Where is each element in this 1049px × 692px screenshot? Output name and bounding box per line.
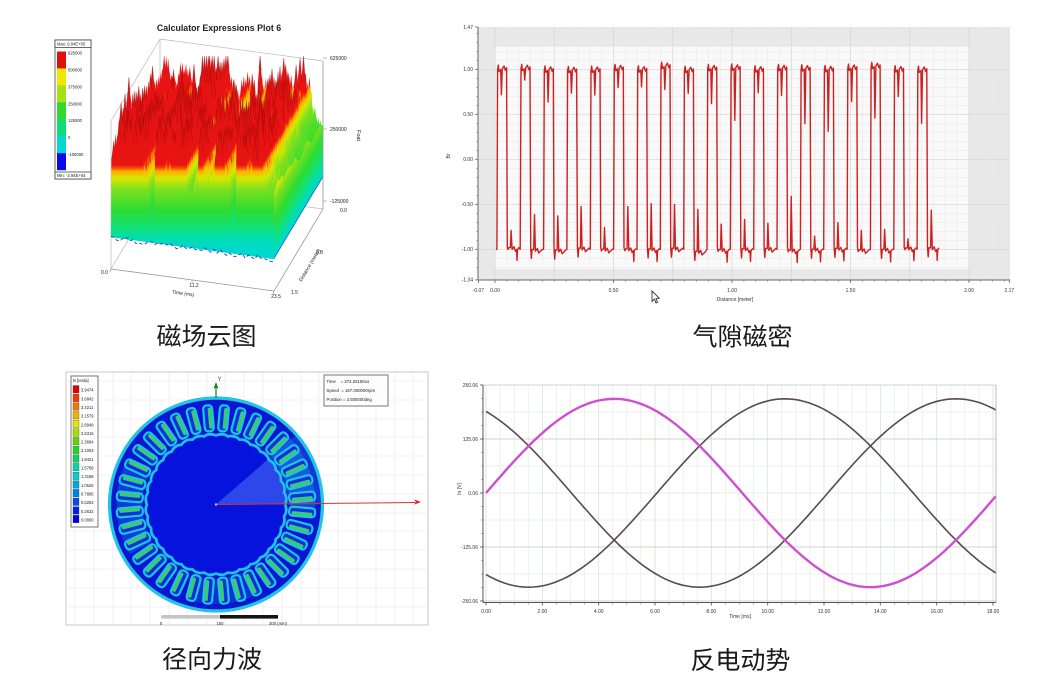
svg-text:125000: 125000 [68,118,83,123]
svg-text:375000: 375000 [68,84,83,89]
svg-text:12.00: 12.00 [818,609,831,615]
svg-text:In [V]: In [V] [457,483,463,495]
svg-text:0.0000: 0.0000 [81,518,94,523]
svg-text:Time = 374.25150us: Time = 374.25150us [327,379,370,384]
svg-text:3.1579: 3.1579 [81,414,94,419]
svg-text:0.7895: 0.7895 [81,492,94,497]
svg-text:1.00: 1.00 [727,288,737,294]
svg-text:-100000: -100000 [68,152,84,157]
svg-text:18.00: 18.00 [987,609,1000,615]
svg-text:1.8421: 1.8421 [81,457,94,462]
svg-text:Max: 9.04E+05: Max: 9.04E+05 [57,42,86,47]
svg-text:0.50: 0.50 [463,112,473,118]
svg-text:625000: 625000 [68,51,83,56]
svg-text:2.6316: 2.6316 [81,431,94,436]
svg-text:23.5: 23.5 [271,294,281,300]
svg-text:-0.07: -0.07 [473,288,485,294]
svg-text:6.00: 6.00 [650,609,660,615]
svg-text:250.06: 250.06 [463,383,479,389]
svg-text:1.00: 1.00 [463,67,473,73]
svg-text:3.9474: 3.9474 [81,388,94,393]
svg-text:Min: -2.94E+04: Min: -2.94E+04 [57,173,86,178]
svg-text:B [tesla]: B [tesla] [73,378,89,383]
svg-text:Time [ms]: Time [ms] [729,614,751,620]
svg-text:0: 0 [160,621,163,626]
svg-text:-1.34: -1.34 [462,278,474,284]
svg-text:2.00: 2.00 [964,288,974,294]
svg-text:Position = 3.500000deg: Position = 3.500000deg [327,397,373,402]
svg-text:250000: 250000 [330,127,347,133]
svg-text:0.00: 0.00 [481,609,491,615]
svg-text:Foat: Foat [355,130,361,141]
svg-text:3.4211: 3.4211 [81,405,94,410]
svg-text:4.00: 4.00 [594,609,604,615]
svg-text:Distance [meter]: Distance [meter] [717,297,754,303]
svg-text:2.1053: 2.1053 [81,448,94,453]
svg-text:0.06: 0.06 [468,491,478,497]
svg-text:0.2632: 0.2632 [81,509,94,514]
svg-text:2.3684: 2.3684 [81,440,94,445]
svg-text:-250.06: -250.06 [461,599,478,605]
svg-text:0.0: 0.0 [340,208,347,214]
svg-text:Calculator Expressions Plot 6: Calculator Expressions Plot 6 [157,23,281,33]
svg-text:0.00: 0.00 [463,157,473,163]
svg-text:-0.50: -0.50 [462,202,474,208]
svg-text:-125000: -125000 [330,199,349,205]
svg-text:500000: 500000 [68,67,83,72]
svg-text:0.8: 0.8 [316,250,323,256]
svg-text:300 (mm): 300 (mm) [269,621,288,626]
svg-text:1.5789: 1.5789 [81,466,94,471]
svg-text:1.5: 1.5 [291,290,298,296]
svg-text:125.06: 125.06 [463,437,479,443]
svg-text:2.8948: 2.8948 [81,422,94,427]
svg-text:2.17: 2.17 [1004,288,1014,294]
svg-text:0.0: 0.0 [101,270,108,276]
svg-text:1.47: 1.47 [463,25,473,31]
svg-text:10.00: 10.00 [761,609,774,615]
svg-text:Time (ms): Time (ms) [172,290,195,299]
svg-text:14.00: 14.00 [874,609,887,615]
svg-text:625000: 625000 [330,56,347,62]
svg-text:Br: Br [446,153,452,158]
svg-text:11.2: 11.2 [189,283,199,289]
svg-text:150: 150 [217,621,225,626]
svg-text:0.5263: 0.5263 [81,500,94,505]
svg-text:-1.00: -1.00 [462,247,474,253]
svg-text:2.00: 2.00 [537,609,547,615]
svg-text:0.00: 0.00 [490,288,500,294]
svg-text:1.50: 1.50 [846,288,856,294]
svg-text:-125.06: -125.06 [461,545,478,551]
svg-text:16.00: 16.00 [930,609,943,615]
svg-text:1.3158: 1.3158 [81,474,94,479]
svg-text:Y: Y [218,377,222,383]
svg-text:Speed = 167.000000rpm: Speed = 167.000000rpm [327,388,376,393]
svg-text:8.00: 8.00 [706,609,716,615]
svg-text:0: 0 [68,135,71,140]
svg-text:0.50: 0.50 [609,288,619,294]
svg-text:1.0526: 1.0526 [81,483,94,488]
svg-text:250000: 250000 [68,101,83,106]
svg-text:3.6842: 3.6842 [81,396,94,401]
